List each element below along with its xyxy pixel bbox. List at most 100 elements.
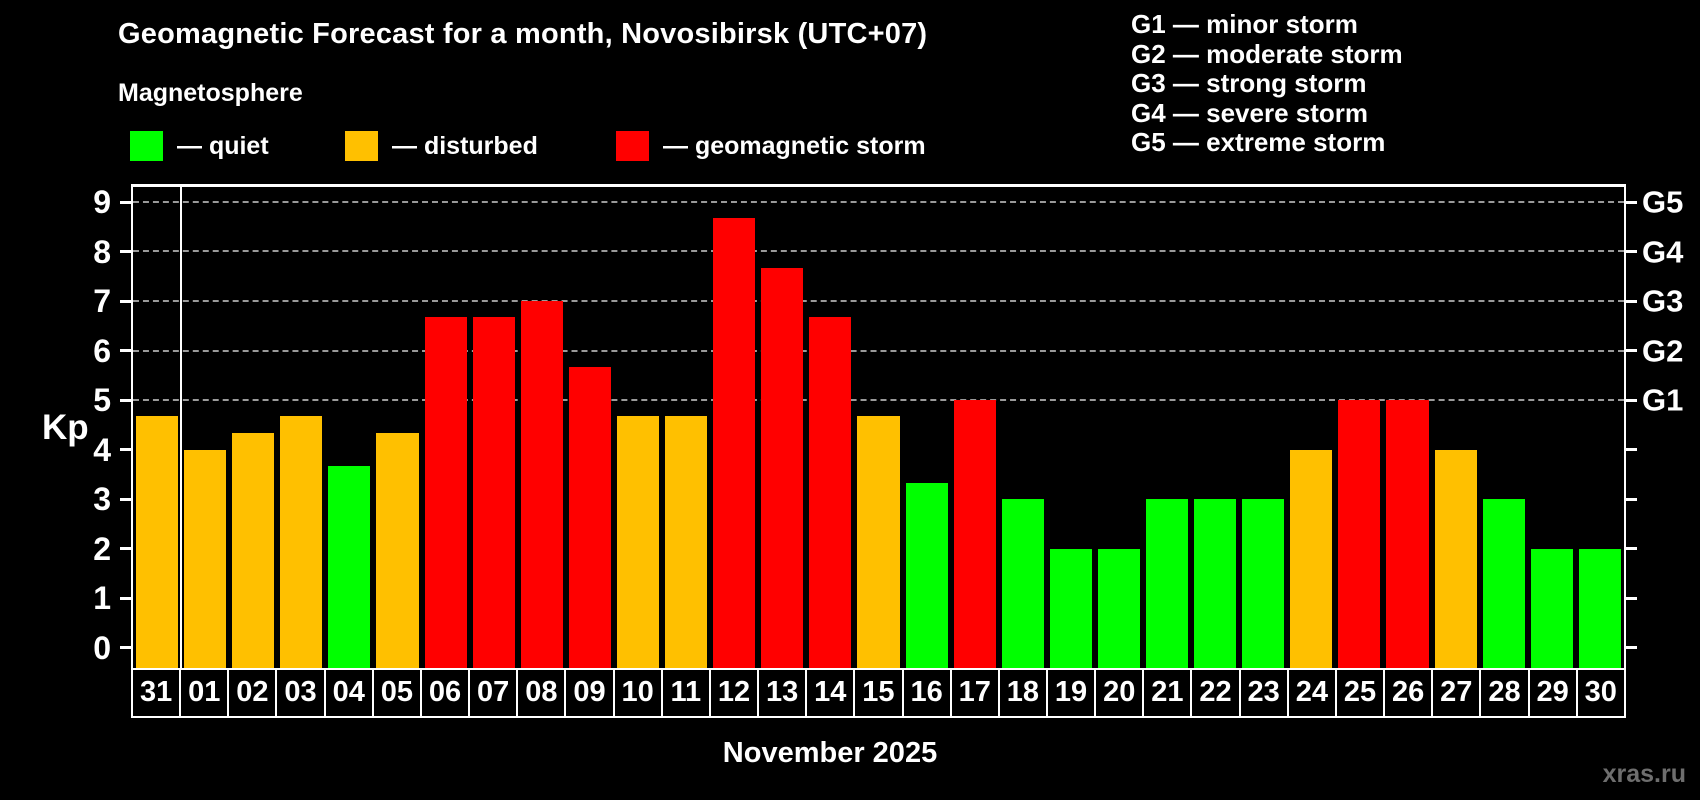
- legend-label-quiet: — quiet: [177, 131, 269, 160]
- bar-cell-10: [614, 187, 662, 668]
- bar-day-04-quiet: [328, 465, 371, 668]
- legend-item-storm: — geomagnetic storm: [616, 131, 926, 161]
- bar-cell-01: [181, 187, 229, 668]
- left-tick-5: [120, 398, 131, 402]
- bar-cell-04: [325, 187, 373, 668]
- x-axis-day-labels: 31 01 02 03 04 05 06 07 08 09 10 11 12 13 14 15 16 17 18 19…: [131, 668, 1626, 718]
- bar-day-30-quiet: [1578, 548, 1621, 668]
- bar-day-15-disturbed: [857, 416, 900, 668]
- bar-day-23-quiet: [1242, 499, 1285, 668]
- bar-day-05-disturbed: [376, 433, 419, 668]
- magnetosphere-label: Magnetosphere: [118, 79, 303, 107]
- left-tick-3: [120, 497, 131, 501]
- g-tick-label-g2: G2: [1642, 333, 1684, 368]
- left-tick-8: [120, 249, 131, 253]
- bar-day-26-storm: [1386, 400, 1429, 668]
- bar-day-06-storm: [424, 317, 467, 668]
- day-label-31: 31: [139, 676, 173, 708]
- bar-cell-17: [951, 187, 999, 668]
- left-tick-4: [120, 448, 131, 451]
- gridline-kp7: [133, 300, 1624, 302]
- quiet-swatch: [130, 131, 163, 161]
- day-label-20: 20: [1094, 670, 1142, 716]
- bar-day-20-quiet: [1097, 548, 1140, 668]
- day-label-24: 24: [1286, 670, 1335, 716]
- bar-day-12-storm: [713, 218, 756, 668]
- day-label-29: 29: [1527, 670, 1576, 716]
- left-tick-1: [120, 596, 131, 600]
- day-label-25: 25: [1334, 670, 1383, 716]
- day-label-22: 22: [1190, 670, 1238, 716]
- bar-cell-03: [277, 187, 325, 668]
- g-tick-label-g3: G3: [1642, 283, 1684, 319]
- g-tick-label-g5: G5: [1642, 184, 1684, 220]
- bar-day-01-disturbed: [184, 449, 227, 668]
- y-axis-label: Kp: [42, 408, 89, 447]
- watermark: xras.ru: [1602, 760, 1686, 788]
- chart-title: Geomagnetic Forecast for a month, Novosi…: [118, 18, 928, 50]
- right-tick-9: [1626, 200, 1637, 204]
- day-label-02: 02: [227, 670, 275, 716]
- left-tick-2: [120, 546, 131, 550]
- right-tick-7: [1626, 299, 1637, 303]
- right-tick-0: [1626, 646, 1637, 649]
- bar-day-28-quiet: [1482, 499, 1525, 668]
- bar-day-16-quiet: [905, 482, 948, 668]
- month-separator-line: [180, 187, 183, 668]
- right-tick-4: [1626, 448, 1637, 451]
- right-tick-5: [1626, 398, 1637, 402]
- bar-day-29-quiet: [1530, 548, 1573, 668]
- storm-scale-line-g3: G3 — strong storm: [1131, 68, 1367, 98]
- plot-area: 0 1 2 3 4 5 6 7 8 9 G1 G2 G3 G4 G5: [93, 184, 1683, 668]
- legend-label-disturbed: — disturbed: [392, 131, 538, 160]
- y-tick-label-5: 5: [93, 382, 111, 418]
- bar-day-14-storm: [809, 317, 852, 668]
- bar-cell-18: [999, 187, 1047, 668]
- day-label-01: 01: [179, 670, 227, 716]
- left-tick-9: [120, 200, 131, 204]
- bar-cell-16: [903, 187, 951, 668]
- day-label-03: 03: [275, 670, 323, 716]
- bar-day-11-disturbed: [665, 416, 708, 668]
- bar-cell-14: [806, 187, 854, 668]
- bar-cell-06: [422, 187, 470, 668]
- bar-cell-21: [1143, 187, 1191, 668]
- storm-scale-line-g5: G5 — extreme storm: [1131, 127, 1386, 157]
- day-label-18: 18: [997, 670, 1046, 716]
- legend-item-disturbed: — disturbed: [345, 131, 538, 161]
- y-tick-label-9: 9: [93, 184, 111, 220]
- day-label-11: 11: [660, 670, 709, 716]
- gridline-kp9: [133, 201, 1624, 203]
- bar-day-03-disturbed: [280, 416, 323, 668]
- disturbed-swatch: [345, 131, 378, 161]
- y-tick-label-4: 4: [93, 431, 111, 468]
- right-tick-1: [1626, 596, 1637, 600]
- bar-cell-29: [1528, 187, 1576, 668]
- gridline-kp6: [133, 349, 1624, 352]
- bar-cell-15: [854, 187, 902, 668]
- bar-cell-19: [1047, 187, 1095, 668]
- bar-cell-20: [1095, 187, 1143, 668]
- bar-cell-27: [1432, 187, 1480, 668]
- bar-day-24-disturbed: [1290, 449, 1333, 668]
- bar-cell-30: [1576, 187, 1624, 668]
- right-tick-2: [1626, 546, 1637, 550]
- right-tick-8: [1626, 249, 1637, 253]
- left-tick-7: [120, 299, 131, 303]
- y-tick-label-7: 7: [93, 283, 111, 319]
- y-tick-label-1: 1: [93, 580, 111, 616]
- storm-scale-legend: G1 — minor storm G2 — moderate storm G3 — …: [1131, 9, 1403, 158]
- y-tick-label-0: 0: [93, 629, 111, 666]
- day-label-21: 21: [1142, 670, 1190, 716]
- x-axis-title: November 2025: [722, 737, 938, 769]
- gridline-kp8: [133, 250, 1624, 253]
- day-label-26: 26: [1383, 670, 1431, 716]
- bar-day-17-storm: [953, 400, 996, 668]
- day-label-15: 15: [853, 670, 901, 716]
- day-label-28: 28: [1479, 670, 1527, 716]
- bar-cell-08: [518, 187, 566, 668]
- legend-item-quiet: — quiet: [130, 131, 269, 161]
- bar-cell-12: [710, 187, 758, 668]
- bars: [133, 187, 1624, 668]
- day-label-04: 04: [323, 670, 372, 716]
